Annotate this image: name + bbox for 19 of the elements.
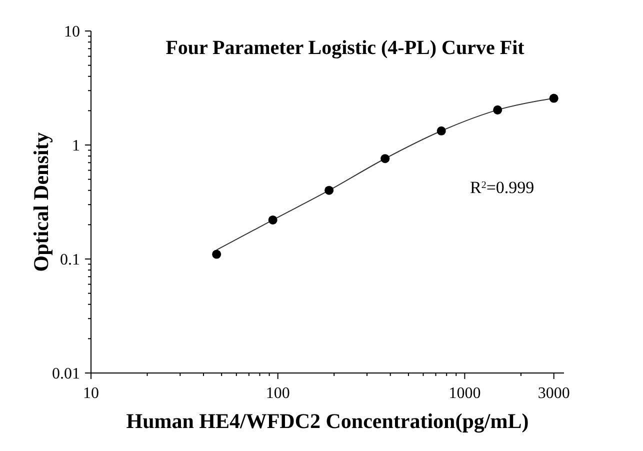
point [268, 215, 278, 224]
point [380, 154, 390, 164]
point [436, 126, 446, 136]
x-tick-label: 3000 [538, 385, 570, 402]
y-tick-label: 10 [64, 24, 80, 41]
y-axis-title: Optical Density [29, 132, 53, 272]
x-tick-label: 10 [83, 385, 99, 402]
x-axis-title: Human HE4/WFDC2 Concentration(pg/mL) [126, 409, 529, 433]
y-tick-label: 1 [72, 138, 80, 155]
x-tick-label: 100 [266, 385, 290, 402]
annotation: R$^{2}$=0.999 [470, 178, 534, 197]
y-tick-label: 0.1 [60, 252, 80, 269]
point [493, 105, 502, 114]
point [324, 186, 334, 195]
point [549, 94, 558, 103]
y-tick-label: 0.01 [52, 366, 80, 383]
chart-title: Four Parameter Logistic (4-PL) Curve Fit [166, 37, 525, 59]
x-tick-label: 1000 [448, 385, 481, 402]
point [212, 250, 222, 259]
